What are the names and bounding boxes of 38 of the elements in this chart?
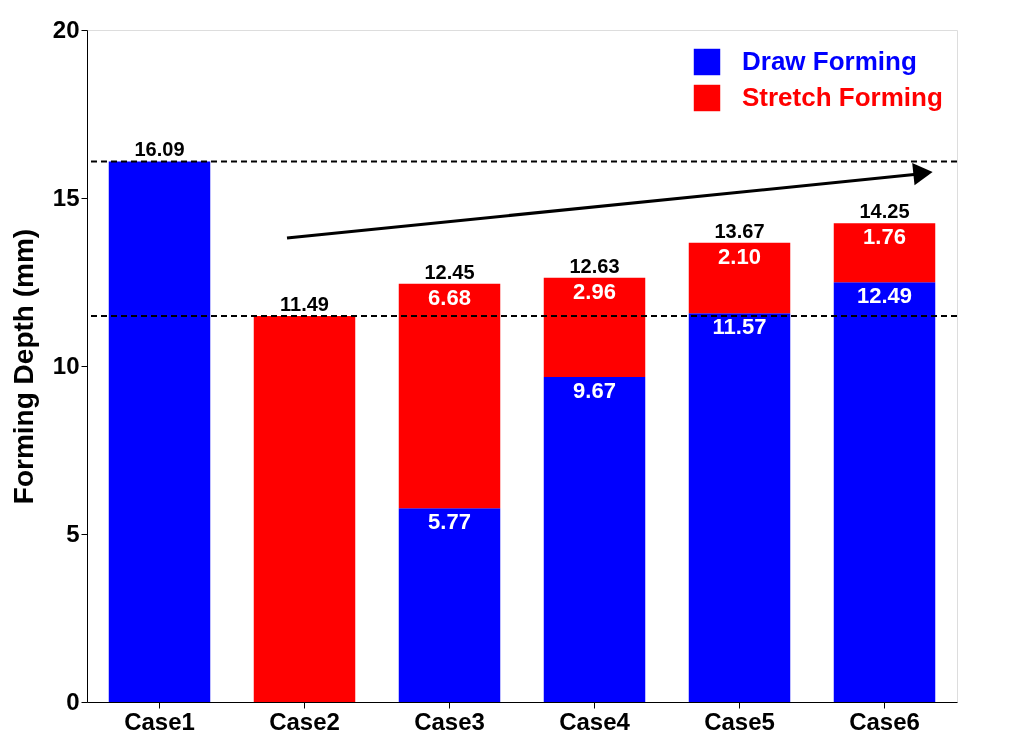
total-label: 16.09 — [134, 138, 185, 161]
bar — [688, 242, 791, 314]
total-label: 12.63 — [569, 254, 620, 277]
total-label: 13.67 — [714, 219, 765, 242]
bar — [398, 508, 501, 702]
bar — [253, 315, 356, 702]
bar — [108, 161, 211, 702]
bar — [688, 313, 791, 702]
y-tick-label: 15 — [52, 183, 80, 211]
y-tick-label: 10 — [52, 351, 80, 379]
data-label: 11.57 — [712, 314, 767, 340]
bar — [398, 283, 501, 509]
data-label: 9.67 — [573, 378, 616, 404]
total-label: 12.45 — [424, 260, 475, 283]
bar — [543, 277, 646, 378]
x-tick-label: Case1 — [124, 707, 195, 735]
bar — [833, 282, 936, 702]
y-tick-label: 0 — [66, 687, 80, 715]
x-tick-label: Case3 — [414, 707, 485, 735]
x-tick-label: Case5 — [704, 707, 775, 735]
data-label: 2.96 — [573, 278, 616, 304]
y-tick-label: 20 — [52, 15, 80, 43]
y-axis-title: Forming Depth (mm) — [7, 228, 39, 505]
x-tick-label: Case6 — [849, 707, 920, 735]
total-label: 11.49 — [280, 292, 329, 315]
total-label: 14.25 — [859, 200, 910, 223]
legend-label: Stretch Forming — [742, 82, 943, 112]
bar — [543, 377, 646, 702]
data-label: 6.68 — [428, 284, 471, 310]
legend-label: Draw Forming — [742, 46, 917, 76]
x-tick-label: Case2 — [269, 707, 340, 735]
data-label: 5.77 — [428, 509, 471, 535]
x-tick-label: Case4 — [559, 707, 631, 735]
data-label: 12.49 — [856, 283, 913, 309]
bar — [833, 223, 936, 283]
y-tick-label: 5 — [66, 519, 80, 547]
data-label: 2.10 — [718, 243, 761, 269]
data-label: 1.76 — [863, 224, 906, 250]
